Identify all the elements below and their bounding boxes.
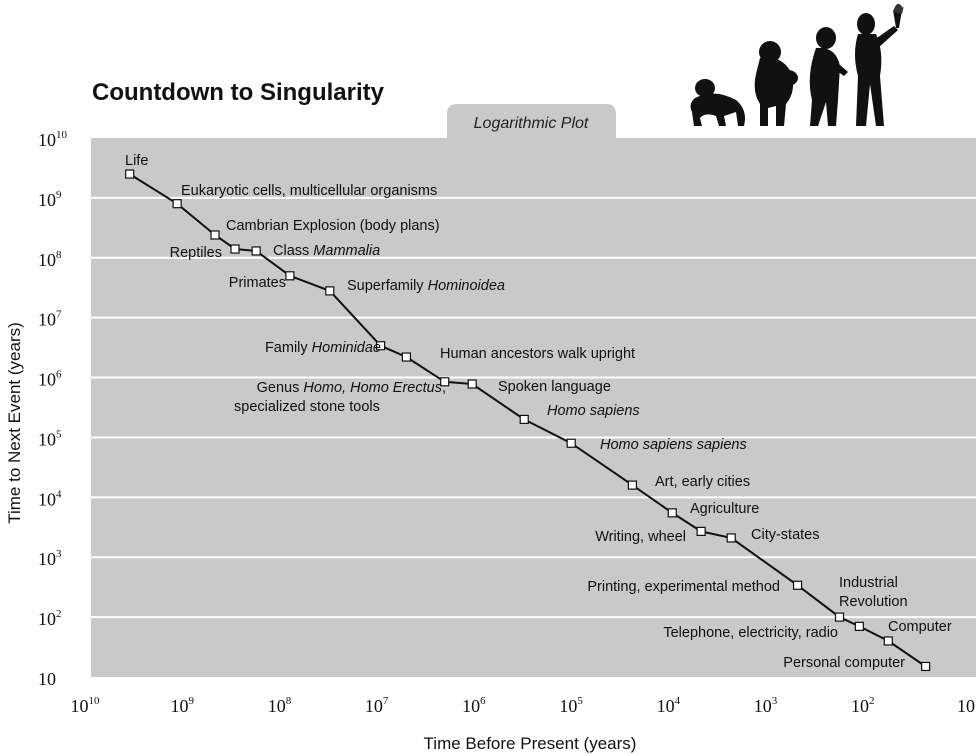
human-evolution-silhouette-icon bbox=[690, 3, 904, 127]
gridlines bbox=[91, 196, 976, 619]
x-tick-labels: 1010 109 108 107 106 105 104 103 102 10 bbox=[71, 695, 976, 716]
event-label: Computer bbox=[888, 619, 952, 635]
data-point bbox=[440, 377, 450, 387]
y-tick-label: 103 bbox=[38, 548, 62, 569]
event-label: Life bbox=[125, 153, 148, 169]
data-point bbox=[921, 661, 931, 672]
event-label: Genus Homo, Homo Erectus, bbox=[257, 380, 446, 396]
event-label: Reptiles bbox=[170, 245, 222, 261]
data-point bbox=[834, 612, 845, 622]
data-point bbox=[376, 341, 386, 351]
data-point bbox=[792, 580, 803, 590]
event-label: Agriculture bbox=[690, 501, 759, 517]
event-label: Primates bbox=[229, 275, 286, 291]
data-point bbox=[210, 230, 220, 240]
y-tick-label: 105 bbox=[38, 428, 62, 449]
data-point bbox=[230, 244, 240, 254]
event-label: Art, early cities bbox=[655, 474, 750, 490]
data-point bbox=[325, 286, 335, 296]
data-point bbox=[401, 352, 412, 362]
y-tick-label: 10 bbox=[38, 669, 56, 689]
x-tick-label: 109 bbox=[170, 695, 194, 716]
y-tick-labels: 1010 109 108 107 106 105 104 103 102 10 bbox=[38, 129, 68, 689]
event-label: Homo sapiens bbox=[547, 403, 640, 419]
x-tick-label: 102 bbox=[851, 695, 875, 716]
event-label: Revolution bbox=[839, 594, 908, 610]
data-point bbox=[667, 508, 677, 518]
y-tick-label: 104 bbox=[38, 488, 62, 509]
chart-title: Countdown to Singularity bbox=[92, 79, 385, 106]
event-label: Family Hominidae bbox=[265, 340, 381, 356]
y-tick-label: 1010 bbox=[38, 129, 68, 150]
x-tick-label: 104 bbox=[657, 695, 681, 716]
y-tick-label: 109 bbox=[38, 189, 62, 210]
series-line bbox=[129, 173, 927, 668]
event-label: Homo sapiens sapiens bbox=[600, 437, 747, 453]
event-label: Writing, wheel bbox=[595, 529, 686, 545]
event-label: Superfamily Hominoidea bbox=[347, 278, 505, 294]
x-tick-label: 108 bbox=[268, 695, 292, 716]
markers bbox=[125, 169, 931, 672]
x-tick-label: 10 bbox=[957, 696, 975, 716]
y-axis-title: Time to Next Event (years) bbox=[5, 322, 24, 524]
event-label: City-states bbox=[751, 527, 820, 543]
data-point bbox=[125, 169, 135, 179]
plot-area bbox=[91, 138, 976, 677]
data-point bbox=[566, 438, 576, 448]
data-point bbox=[285, 271, 295, 281]
x-tick-label: 1010 bbox=[71, 695, 101, 716]
x-tick-label: 106 bbox=[462, 695, 486, 716]
data-point bbox=[883, 636, 893, 646]
x-tick-label: 103 bbox=[754, 695, 778, 716]
x-axis-title: Time Before Present (years) bbox=[424, 734, 637, 753]
event-label: Industrial bbox=[839, 575, 898, 591]
event-label: Telephone, electricity, radio bbox=[663, 625, 838, 641]
data-point bbox=[726, 533, 736, 543]
data-point bbox=[627, 480, 637, 490]
data-point bbox=[467, 379, 477, 389]
event-label: Personal computer bbox=[783, 655, 905, 671]
data-point bbox=[251, 246, 261, 256]
event-label: Spoken language bbox=[498, 379, 611, 395]
data-point bbox=[519, 414, 529, 425]
y-tick-label: 108 bbox=[38, 249, 62, 270]
event-label: Human ancestors walk upright bbox=[440, 346, 635, 362]
y-tick-label: 106 bbox=[38, 369, 62, 390]
plot-tab bbox=[447, 104, 616, 138]
data-point bbox=[696, 526, 706, 536]
event-label: Printing, experimental method bbox=[587, 579, 780, 595]
y-tick-label: 102 bbox=[38, 608, 62, 629]
event-label: Eukaryotic cells, multicellular organism… bbox=[181, 183, 437, 199]
data-point bbox=[172, 199, 182, 209]
x-tick-label: 107 bbox=[365, 695, 389, 716]
event-label: specialized stone tools bbox=[234, 399, 380, 415]
y-tick-label: 107 bbox=[38, 309, 62, 330]
event-label: Cambrian Explosion (body plans) bbox=[226, 218, 440, 234]
event-labels: Life Eukaryotic cells, multicellular orga… bbox=[125, 153, 952, 671]
data-point bbox=[854, 621, 864, 631]
x-tick-label: 105 bbox=[559, 695, 583, 716]
chart-subtitle: Logarithmic Plot bbox=[474, 115, 589, 132]
event-label: Class Mammalia bbox=[273, 243, 380, 259]
